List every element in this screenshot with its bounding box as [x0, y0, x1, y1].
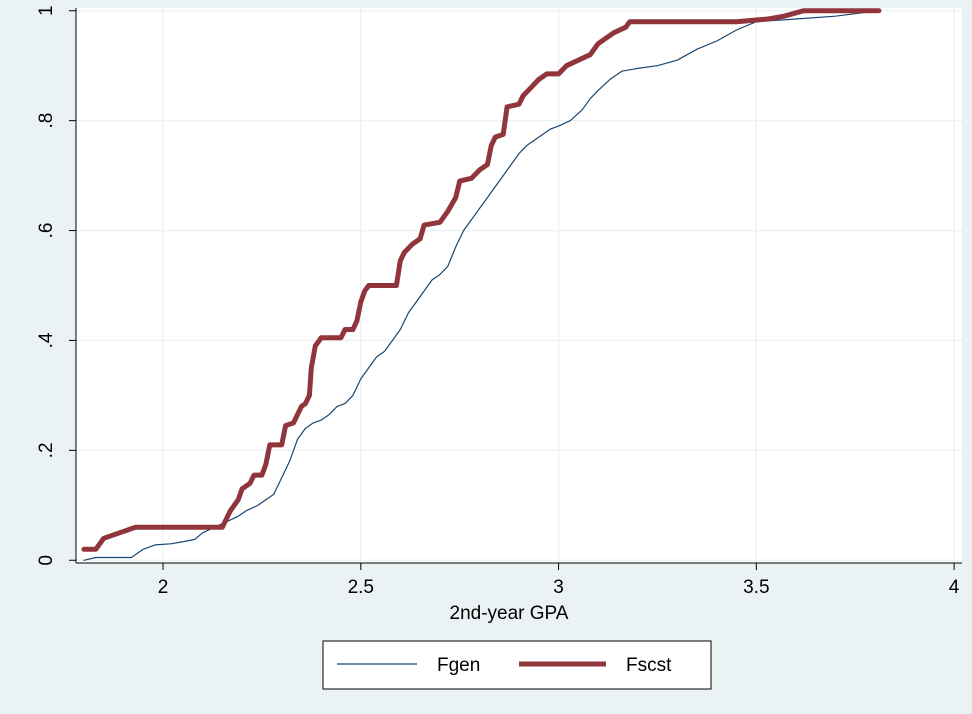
y-tick-label: .6	[36, 223, 57, 239]
x-tick-label: 2.5	[348, 577, 374, 598]
plot-area	[76, 8, 962, 563]
axes: 2 2.5 3 3.5 4 0 .2 .4 .6 .8 1	[36, 5, 962, 598]
legend-box	[322, 640, 712, 690]
series-lines	[81, 8, 882, 561]
x-tick-label: 3	[553, 577, 564, 598]
y-tick-label: 1	[36, 5, 57, 16]
x-tick-label: 4	[949, 577, 960, 598]
y-tick-label: .2	[36, 442, 57, 458]
series-line-fscst	[81, 8, 882, 552]
x-axis-title: 2nd-year GPA	[450, 603, 569, 624]
legend-label-fgen: Fgen	[437, 655, 480, 676]
x-tick-label: 2	[158, 577, 169, 598]
x-tick-label: 3.5	[743, 577, 769, 598]
legend-label-fscst: Fscst	[626, 655, 672, 676]
legend: Fgen Fscst	[322, 640, 712, 690]
y-tick-label: 0	[36, 555, 57, 566]
y-tick-label: .4	[36, 332, 57, 348]
y-tick-label: .8	[36, 113, 57, 129]
